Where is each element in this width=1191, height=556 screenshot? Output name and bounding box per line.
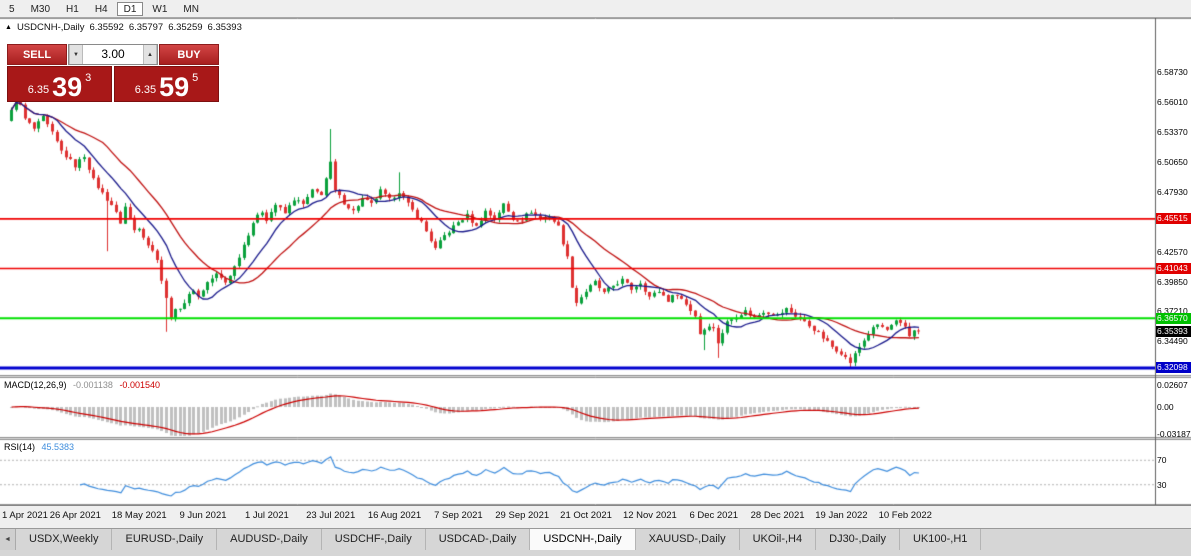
rsi-value: 45.5383 — [41, 442, 75, 452]
buy-price-prefix: 6.35 — [134, 84, 157, 96]
buy-price-big: 59 — [159, 72, 190, 103]
date-axis-label: 26 Apr 2021 — [49, 510, 101, 521]
tab-scroll-left-button[interactable]: ◄ — [0, 529, 16, 550]
chart-tab[interactable]: USDCAD-,Daily — [426, 529, 531, 550]
macd-signal-value: -0.001540 — [119, 380, 160, 390]
chart-tab[interactable]: USDX,Weekly — [16, 529, 113, 550]
collapse-triangle-icon[interactable]: ▲ — [5, 24, 12, 31]
macd-axis-label: 0.02607 — [1157, 379, 1188, 390]
chart-tab[interactable]: UKOil-,H4 — [740, 529, 817, 550]
price-axis-label: 6.53370 — [1157, 126, 1188, 137]
price-axis-label: 6.58730 — [1157, 67, 1188, 77]
buy-button[interactable]: BUY — [159, 44, 219, 65]
volume-increment-button[interactable]: ▲ — [143, 45, 157, 64]
date-axis-label: 12 Nov 2021 — [622, 510, 677, 521]
date-axis-label: 1 Jul 2021 — [244, 510, 289, 521]
sell-button[interactable]: SELL — [7, 44, 67, 65]
rsi-axis-label: 70 — [1157, 455, 1167, 466]
price-level-badge: 6.41043 — [1156, 263, 1191, 275]
date-axis-label: 21 Oct 2021 — [560, 510, 612, 521]
chart-title: ▲ USDCNH-,Daily 6.35592 6.35797 6.35259 … — [5, 22, 242, 33]
volume-value[interactable]: 3.00 — [101, 47, 125, 61]
chart-tab[interactable]: AUDUSD-,Daily — [217, 529, 322, 550]
price-axis-label: 6.56010 — [1157, 97, 1188, 108]
macd-main-value: -0.001138 — [73, 380, 113, 390]
price-axis[interactable]: 6.58730 6.56010 6.53370 6.50650 6.47930 6.425… — [1156, 18, 1191, 505]
date-axis-label: 10 Feb 2022 — [878, 510, 932, 521]
rsi-name: RSI(14) — [4, 442, 36, 452]
timeframe-button-mn[interactable]: MN — [176, 2, 206, 16]
price-axis-label: 6.42570 — [1157, 246, 1188, 257]
price-axis-label: 6.34490 — [1157, 336, 1188, 347]
chart-tab[interactable]: UK100-,H1 — [900, 529, 982, 550]
date-axis-label: 29 Sep 2021 — [495, 510, 550, 521]
price-axis-label: 6.39850 — [1157, 276, 1188, 287]
rsi-indicator-label: RSI(14) 45.5383 — [4, 442, 78, 452]
chart-tab[interactable]: XAUUSD-,Daily — [636, 529, 740, 550]
sell-price-display[interactable]: 6.35 39 3 — [7, 66, 112, 102]
date-axis-label: 19 Jan 2022 — [815, 510, 868, 521]
price-level-badge: 6.32098 — [1156, 362, 1191, 374]
macd-axis-label: -0.03187 — [1157, 428, 1191, 439]
date-axis[interactable]: 1 Apr 2021 26 Apr 2021 18 May 2021 9 Jun 20… — [0, 505, 1191, 528]
timeframe-button-h4[interactable]: H4 — [88, 2, 115, 16]
date-axis-label: 23 Jul 2021 — [306, 510, 356, 521]
macd-axis-label: 0.00 — [1157, 402, 1174, 412]
chart-tabs-bar: ◄ USDX,Weekly EURUSD-,Daily AUDUSD-,Daily US… — [0, 528, 1191, 556]
chart-symbol-label: USDCNH-,Daily — [16, 22, 85, 33]
volume-decrement-button[interactable]: ▼ — [69, 45, 83, 64]
buy-price-display[interactable]: 6.35 59 5 — [114, 66, 219, 102]
timeframe-button-w1[interactable]: W1 — [145, 2, 174, 16]
sell-price-prefix: 6.35 — [27, 84, 50, 96]
date-axis-label: 28 Dec 2021 — [750, 510, 805, 521]
sell-price-sup: 3 — [85, 72, 92, 84]
volume-field[interactable]: ▼ 3.00 ▲ — [68, 44, 158, 65]
date-axis-label: 1 Apr 2021 — [2, 510, 48, 521]
date-axis-label: 18 May 2021 — [111, 510, 167, 521]
price-axis-label: 6.37210 — [1157, 306, 1188, 317]
one-click-trade-panel: SELL ▼ 3.00 ▲ BUY 6.35 39 3 6.35 59 5 — [7, 44, 219, 102]
ohlc-close: 6.35393 — [207, 22, 242, 33]
timeframe-button-h1[interactable]: H1 — [59, 2, 86, 16]
rsi-axis-label: 30 — [1157, 479, 1167, 490]
timeframe-button-5[interactable]: 5 — [2, 2, 22, 16]
price-level-badge: 6.36570 — [1156, 312, 1191, 324]
price-level-badge: 6.45515 — [1156, 213, 1191, 225]
chart-tab[interactable]: EURUSD-,Daily — [112, 529, 218, 550]
ohlc-high: 6.35797 — [128, 22, 164, 33]
price-level-badge: 6.35393 — [1156, 325, 1191, 337]
date-axis-label: 7 Sep 2021 — [434, 510, 483, 521]
chart-tab[interactable]: USDCNH-,Daily — [530, 529, 636, 550]
price-axis-label: 6.47930 — [1157, 187, 1188, 197]
date-axis-label: 9 Jun 2021 — [179, 510, 227, 521]
price-axis-label: 6.50650 — [1157, 156, 1188, 167]
timeframe-button-m30[interactable]: M30 — [24, 2, 57, 16]
macd-name: MACD(12,26,9) — [4, 380, 67, 390]
timeframe-button-d1[interactable]: D1 — [116, 1, 144, 16]
chart-tab[interactable]: USDCHF-,Daily — [322, 529, 426, 550]
date-axis-label: 6 Dec 2021 — [689, 510, 739, 521]
ohlc-open: 6.35592 — [89, 22, 124, 33]
ohlc-low: 6.35259 — [168, 22, 203, 33]
macd-indicator-label: MACD(12,26,9) -0.001138 -0.001540 — [4, 380, 164, 390]
sell-price-big: 39 — [52, 72, 83, 103]
date-axis-label: 16 Aug 2021 — [367, 510, 422, 521]
timeframe-toolbar: 5 M30 H1 H4 D1 W1 MN — [0, 0, 1191, 18]
chart-tab[interactable]: DJ30-,Daily — [816, 529, 900, 550]
chart-region: ▲ USDCNH-,Daily 6.35592 6.35797 6.35259 … — [0, 18, 1191, 528]
buy-price-sup: 5 — [192, 72, 199, 84]
